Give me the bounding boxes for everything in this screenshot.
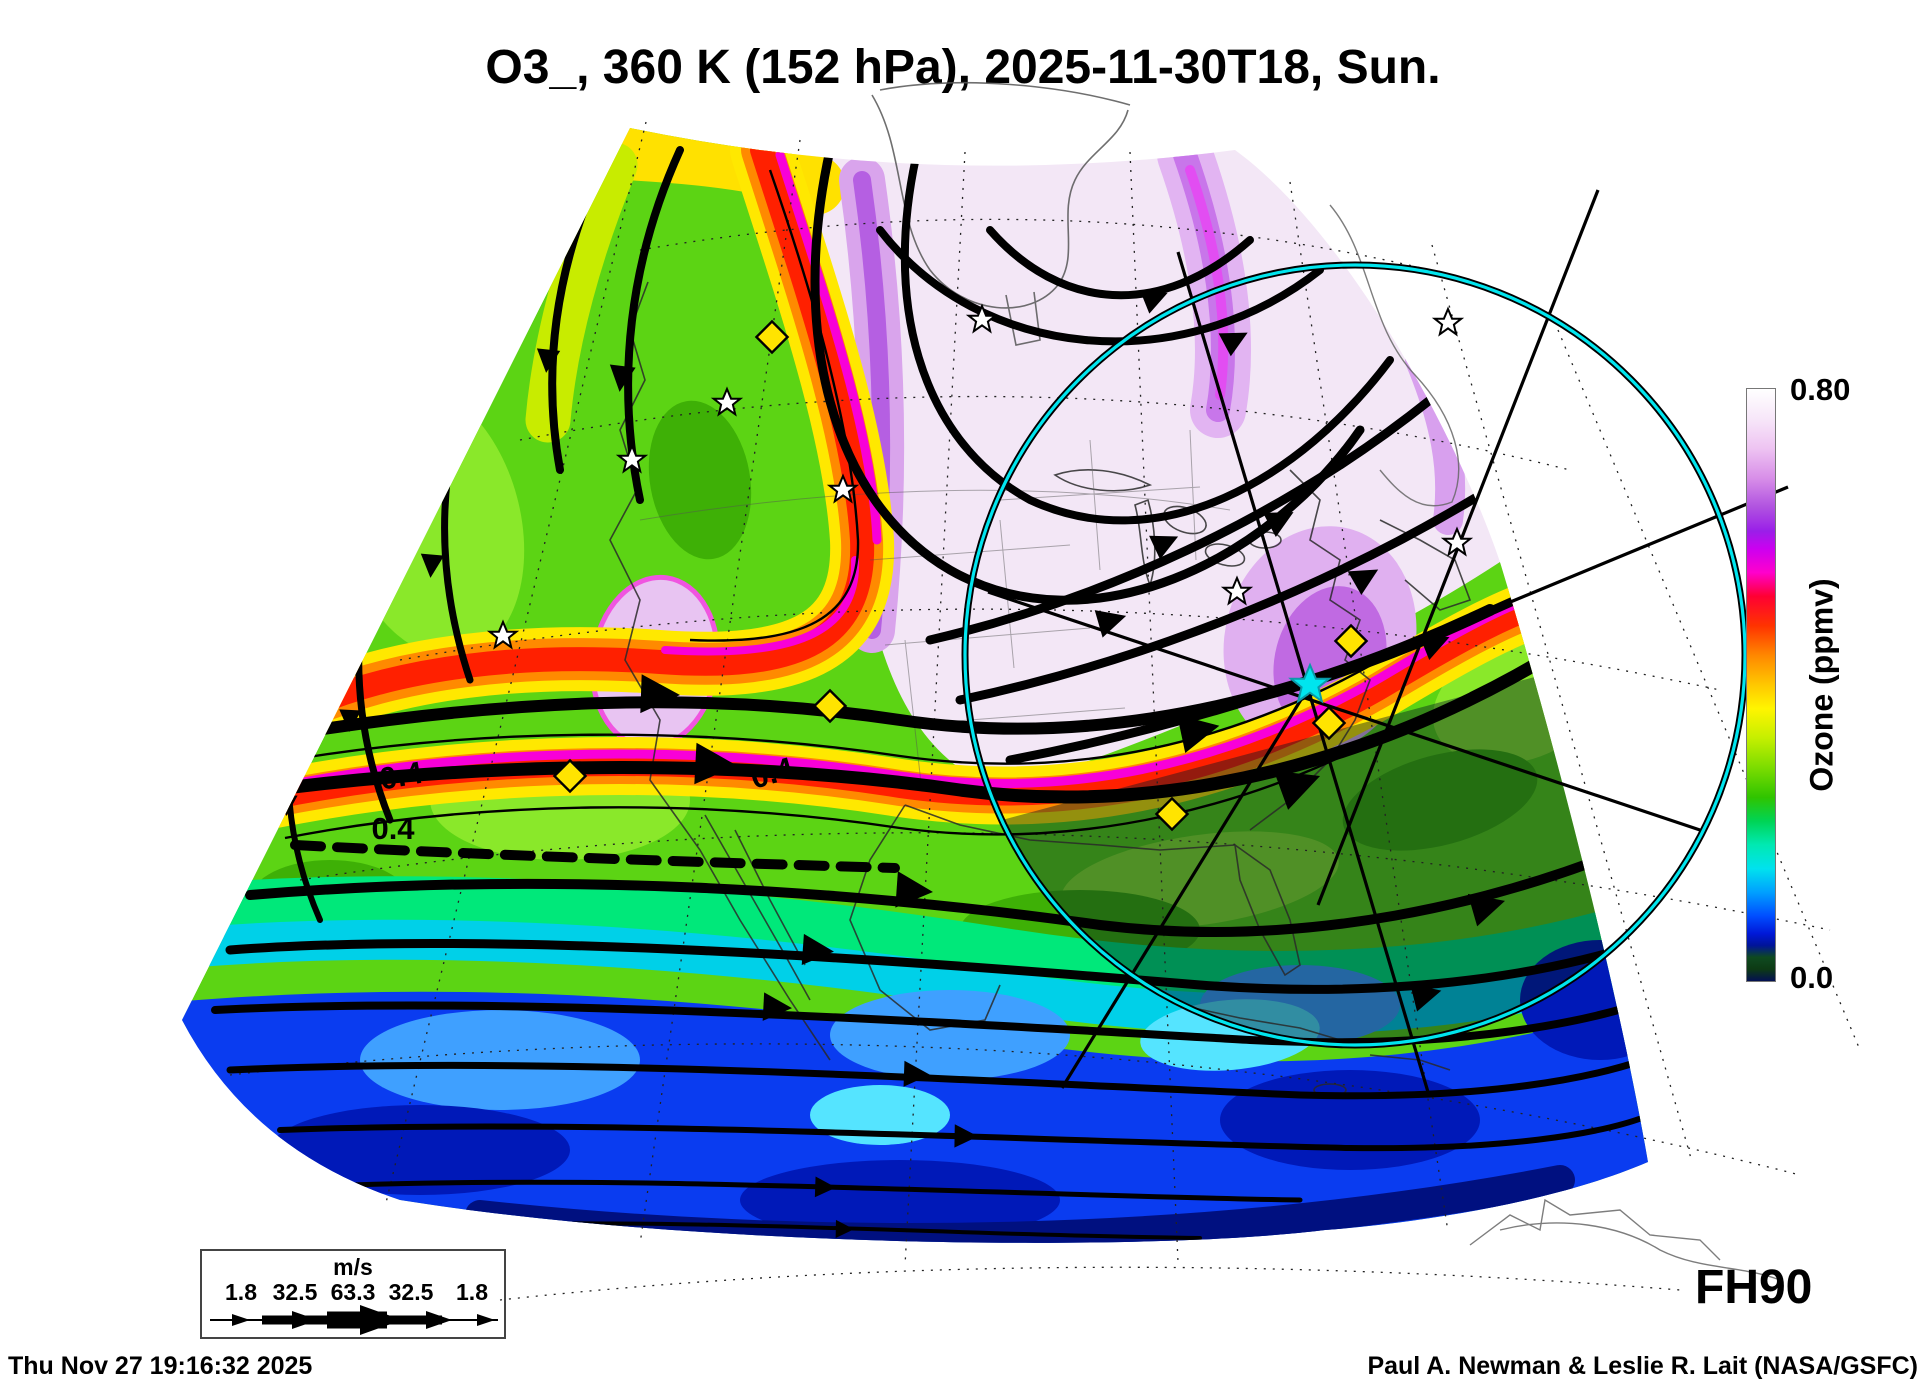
generated-timestamp: Thu Nov 27 19:16:32 2025	[8, 1352, 313, 1380]
wind-tick: 1.8	[456, 1279, 488, 1305]
contour-lines	[284, 169, 1401, 840]
forecast-hour-label: FH90	[1695, 1261, 1813, 1314]
wind-speed-legend: m/s 1.8 32.5 63.3 32.5 1.8	[200, 1249, 506, 1339]
cyan-station-star	[1288, 662, 1332, 704]
streamline-arrowheads	[276, 290, 1505, 1239]
yellow-diamond-markers	[552, 319, 1369, 832]
terminator-circle	[961, 261, 1749, 1049]
contour-label: 0.4	[371, 811, 415, 846]
plot-title: O3_, 360 K (152 hPa), 2025-11-30T18, Sun…	[485, 41, 1441, 94]
track-lines	[987, 189, 1789, 1093]
wind-tick: 63.3	[330, 1279, 376, 1305]
wind-tick: 32.5	[388, 1279, 434, 1305]
wind-arrow-scale	[210, 1305, 498, 1335]
white-star-markers	[486, 303, 1474, 650]
wind-tick: 32.5	[272, 1279, 318, 1305]
colorbar-axis-label: Ozone (ppmv)	[1803, 578, 1840, 792]
map-markers	[486, 303, 1474, 832]
wind-tick: 1.8	[225, 1279, 257, 1305]
credit-line: Paul A. Newman & Leslie R. Lait (NASA/GS…	[1367, 1352, 1918, 1380]
contour-label: 0.4	[377, 755, 426, 797]
graticule	[229, 121, 1861, 1301]
colorbar-min-label: 0.0	[1790, 960, 1834, 995]
colorbar	[1746, 388, 1776, 982]
wind-units-label: m/s	[333, 1254, 373, 1280]
colorbar-max-label: 0.80	[1790, 372, 1851, 407]
